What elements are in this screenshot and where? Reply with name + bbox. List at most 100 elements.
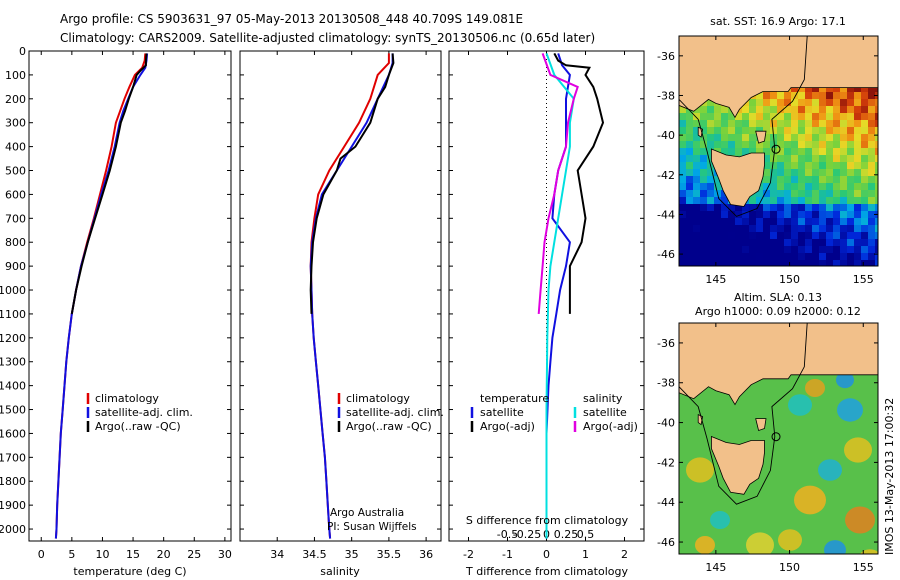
sst-cell (784, 246, 791, 253)
sst-cell (770, 148, 777, 155)
sst-cell (868, 155, 875, 162)
sst-cell (714, 183, 721, 190)
sst-cell (679, 148, 686, 155)
sst-cell (798, 197, 805, 204)
land-polygon (755, 418, 767, 432)
sla-map-frame (678, 322, 879, 555)
sst-cell (847, 134, 854, 141)
sst-cell (847, 211, 854, 218)
sst-cell (833, 85, 840, 92)
sst-cell (777, 183, 784, 190)
sst-cell (749, 113, 756, 120)
sst-cell (840, 232, 847, 239)
map-x-tick-label: 150 (779, 561, 800, 574)
sst-cell (770, 204, 777, 211)
sst-cell (861, 225, 868, 232)
sst-cell (770, 190, 777, 197)
sst-cell (777, 134, 784, 141)
sst-cell (840, 204, 847, 211)
sst-cell (840, 190, 847, 197)
y-tick-label: 400 (5, 141, 26, 154)
sst-cell (875, 239, 878, 246)
sst-cell (798, 204, 805, 211)
sst-cell (791, 204, 798, 211)
sst-cell (700, 141, 707, 148)
sst-cell (686, 211, 693, 218)
sst-cell (763, 232, 770, 239)
sst-cell (854, 183, 861, 190)
sst-cell (791, 162, 798, 169)
sst-cell (812, 99, 819, 106)
sst-cell (728, 225, 735, 232)
sst-cell (840, 169, 847, 176)
sst-cell (791, 225, 798, 232)
s-tick-label: 0.25 (554, 528, 579, 541)
x-tick-label: 0 (543, 548, 550, 561)
sst-cell (735, 134, 742, 141)
sst-cell (693, 141, 700, 148)
sst-cell (707, 218, 714, 225)
sst-cell (721, 197, 728, 204)
sst-cell (847, 190, 854, 197)
sst-cell (812, 260, 819, 266)
land-polygon (755, 130, 767, 144)
sst-cell (819, 225, 826, 232)
sst-cell (763, 183, 770, 190)
y-tick-label: 900 (5, 260, 26, 273)
sst-cell (763, 218, 770, 225)
x-tick-label: -1 (502, 548, 513, 561)
sst-cell (840, 162, 847, 169)
sst-cell (693, 225, 700, 232)
sst-cell (812, 225, 819, 232)
sst-cell (784, 92, 791, 99)
y-tick-label: 500 (5, 165, 26, 178)
sst-cell (833, 218, 840, 225)
sst-cell (826, 120, 833, 127)
sst-cell (756, 106, 763, 113)
sst-cell (875, 197, 878, 204)
sst-cell (686, 246, 693, 253)
sst-cell (693, 239, 700, 246)
sst-cell (756, 211, 763, 218)
sst-cell (868, 225, 875, 232)
series-line (309, 53, 395, 314)
sst-cell (826, 106, 833, 113)
sst-cell (749, 246, 756, 253)
sst-cell (812, 239, 819, 246)
sst-cell (679, 162, 686, 169)
sst-cell (861, 253, 868, 260)
sst-cell (791, 169, 798, 176)
sst-cell (735, 120, 742, 127)
sst-cell (770, 113, 777, 120)
sst-cell (854, 155, 861, 162)
series-line (545, 53, 571, 539)
sst-cell (826, 260, 833, 266)
s-tick-label: -0.5 (497, 528, 518, 541)
sst-cell (868, 127, 875, 134)
sst-cell (784, 148, 791, 155)
sla-anomaly-blob (778, 529, 802, 551)
sst-cell (833, 197, 840, 204)
sst-cell (826, 127, 833, 134)
sst-cell (700, 176, 707, 183)
sst-cell (861, 260, 868, 266)
sst-cell (693, 134, 700, 141)
map-y-tick-label: -44 (657, 496, 675, 509)
sst-cell (868, 253, 875, 260)
sst-cell (770, 127, 777, 134)
sst-cell (721, 106, 728, 113)
sst-cell (784, 211, 791, 218)
sst-cell (868, 204, 875, 211)
sst-cell (770, 99, 777, 106)
sst-cell (840, 106, 847, 113)
sst-cell (686, 176, 693, 183)
sst-cell (735, 225, 742, 232)
sst-cell (798, 92, 805, 99)
sst-cell (798, 113, 805, 120)
sst-cell (826, 183, 833, 190)
sst-cell (840, 253, 847, 260)
sst-cell (770, 218, 777, 225)
sst-cell (763, 169, 770, 176)
sst-cell (840, 148, 847, 155)
legend-label-t-argo: Argo(-adj) (480, 420, 535, 433)
